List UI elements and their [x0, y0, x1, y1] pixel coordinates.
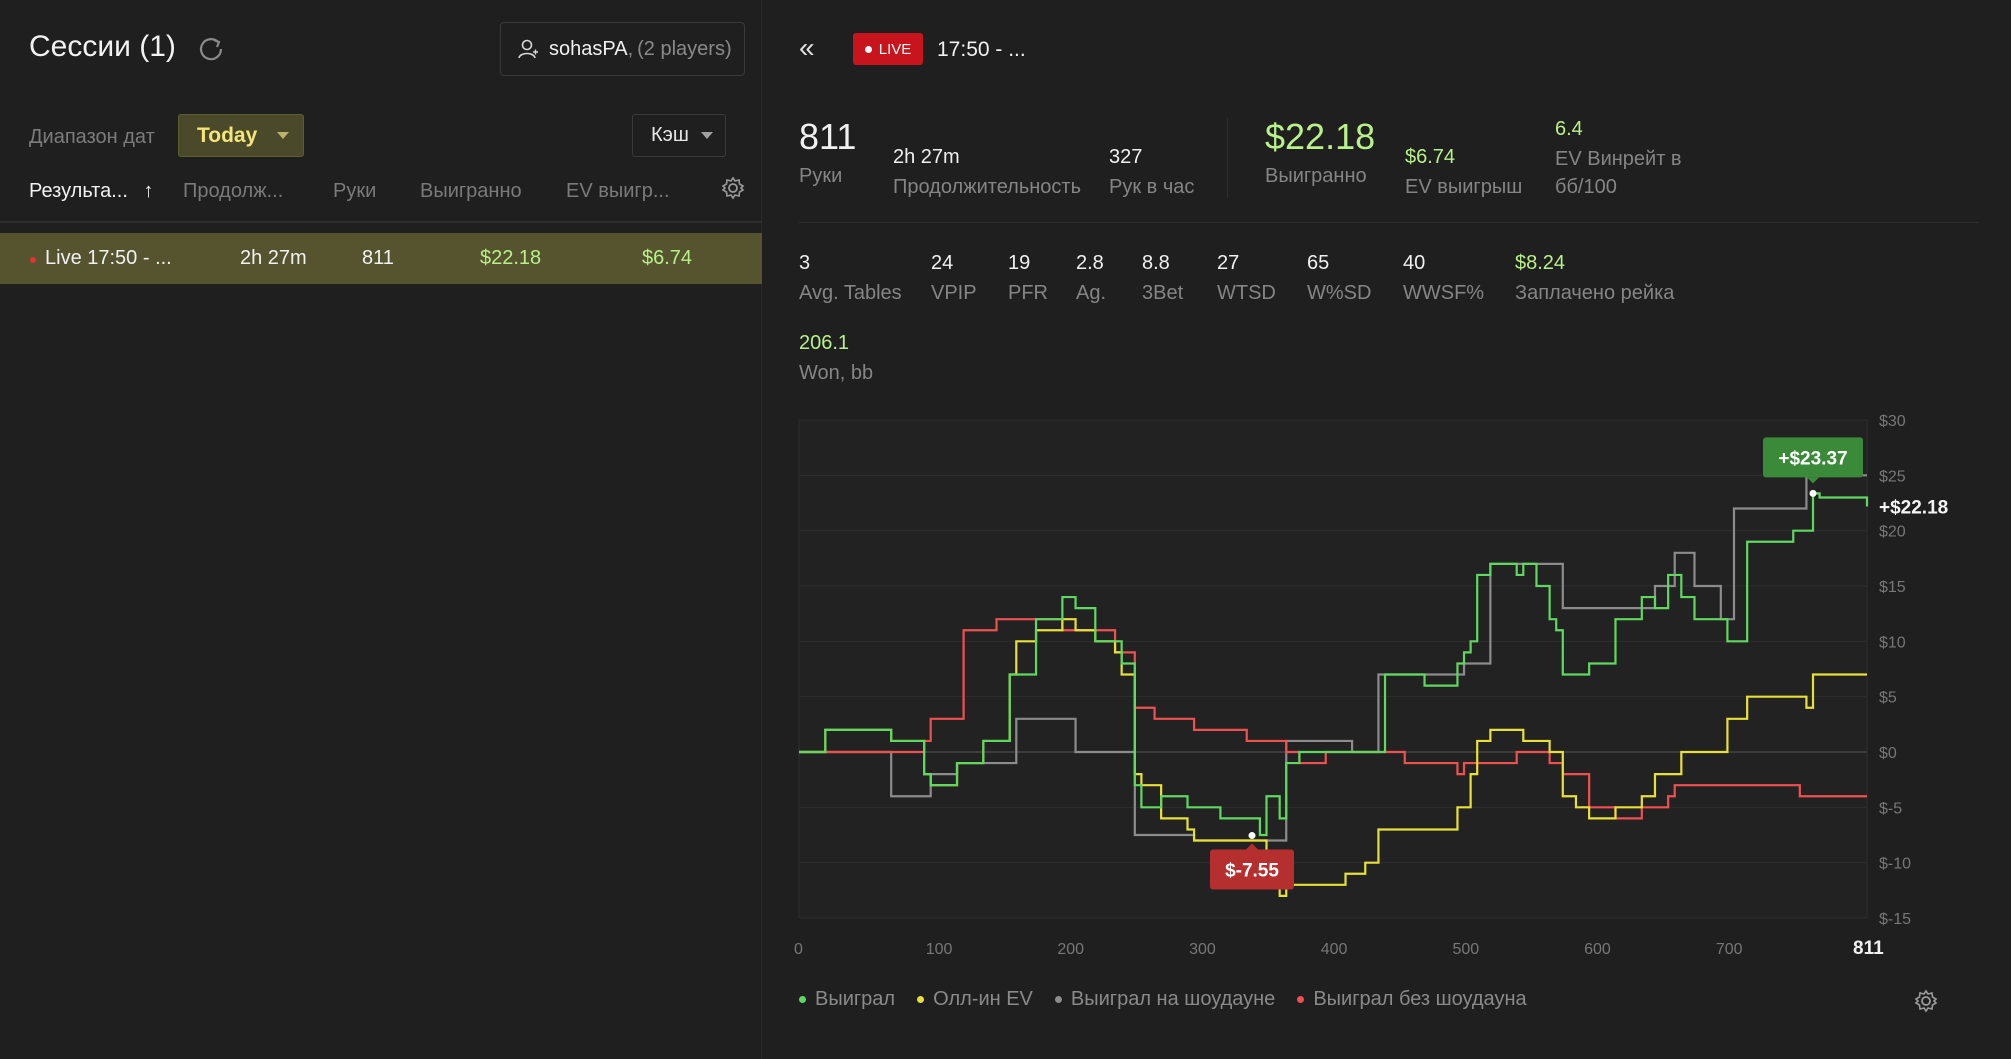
- legend-dot-icon: [799, 996, 806, 1003]
- stat-wwsf: 40 WWSF%: [1403, 252, 1485, 304]
- max-point: [1809, 489, 1817, 497]
- x-tick-label: 300: [1189, 941, 1216, 958]
- live-badge: LIVE: [853, 33, 923, 65]
- series-line: [799, 618, 1867, 897]
- date-range-dropdown[interactable]: Today: [178, 114, 304, 157]
- divider: [799, 222, 1979, 223]
- chevron-down-icon: [700, 132, 713, 139]
- x-tick-label: 811: [1853, 938, 1884, 959]
- player-count: (2 players): [637, 37, 732, 60]
- x-tick-label: 400: [1321, 941, 1348, 958]
- min-point: [1248, 832, 1256, 840]
- live-dot-icon: [864, 45, 872, 53]
- column-header-result[interactable]: Результа... ↑: [29, 180, 154, 202]
- y-tick-label: $-15: [1879, 911, 1911, 928]
- column-header-won[interactable]: Выигранно: [420, 180, 522, 202]
- refresh-icon[interactable]: [196, 34, 226, 64]
- max-label-pointer: [1807, 477, 1820, 484]
- legend-item-won[interactable]: Выиграл: [799, 988, 895, 1011]
- legend-item-allin-ev[interactable]: Олл-ин EV: [917, 988, 1033, 1011]
- y-tick-label: $10: [1879, 634, 1906, 651]
- stat-wsd: 65 W%SD: [1307, 252, 1372, 304]
- user-icon: [517, 38, 539, 60]
- min-label: $-7.55: [1225, 861, 1279, 882]
- y-tick-label: $5: [1879, 690, 1897, 707]
- min-label-pointer: [1246, 843, 1259, 850]
- max-label-box: [1763, 437, 1864, 478]
- row-hands: 811: [362, 247, 394, 269]
- row-duration: 2h 27m: [240, 247, 307, 269]
- stat-rake: $8.24 Заплачено рейка: [1515, 252, 1675, 304]
- row-session: Live 17:50 - ...: [45, 247, 172, 269]
- sessions-panel: Сессии (1) sohasPA, (2 players) Диапазон…: [0, 0, 762, 1059]
- chevron-down-icon: [277, 132, 290, 139]
- stat-ag: 2.8 Ag.: [1076, 252, 1107, 304]
- legend-item-showdown[interactable]: Выиграл на шоудауне: [1054, 988, 1275, 1011]
- stat-duration: 2h 27m Продолжительность: [893, 146, 1081, 198]
- stat-hands: 811 Руки: [799, 116, 857, 187]
- final-value-label: +$22.18: [1879, 498, 1948, 519]
- plot-area: [798, 419, 1868, 919]
- x-tick-label: 500: [1452, 941, 1479, 958]
- legend-dot-icon: [917, 996, 925, 1003]
- y-tick-label: $15: [1879, 579, 1906, 596]
- y-tick-label: $0: [1879, 745, 1897, 762]
- x-tick-label: 0: [794, 941, 803, 958]
- min-label-box: [1210, 849, 1295, 890]
- x-tick-label: 700: [1716, 941, 1743, 958]
- player-selector-button[interactable]: sohasPA, (2 players): [500, 22, 745, 76]
- stat-pfr: 19 PFR: [1008, 252, 1048, 304]
- stat-ev-won: $6.74 EV выигрыш: [1405, 146, 1523, 198]
- date-range-value: Today: [197, 123, 258, 147]
- y-tick-label: $20: [1879, 524, 1906, 541]
- table-row[interactable]: Live 17:50 - ... 2h 27m 811 $22.18 $6.74: [0, 233, 762, 284]
- column-header-ev-won[interactable]: EV выигр...: [566, 180, 670, 202]
- game-type-dropdown[interactable]: Кэш: [632, 114, 726, 157]
- x-tick-label: 600: [1584, 941, 1611, 958]
- player-name: sohasPA: [549, 37, 628, 60]
- date-range-label: Диапазон дат: [29, 126, 155, 148]
- session-title: 17:50 - ...: [937, 38, 1026, 61]
- legend-item-non-showdown[interactable]: Выиграл без шоудауна: [1297, 988, 1527, 1011]
- stat-won: $22.18 Выигранно: [1265, 116, 1376, 187]
- sort-arrow-icon: ↑: [143, 180, 154, 202]
- stat-vpip: 24 VPIP: [931, 252, 977, 304]
- stat-ev-winrate: 6.4 EV Винрейт в бб/100: [1555, 118, 1682, 198]
- max-label: +$23.37: [1778, 448, 1847, 469]
- divider: [0, 221, 762, 223]
- y-tick-label: $-10: [1879, 856, 1911, 873]
- series-line: [799, 618, 1867, 820]
- gear-icon[interactable]: [1913, 988, 1939, 1014]
- chart-legend: Выиграл Олл-ин EV Выиграл на шоудауне Вы…: [799, 988, 1527, 1011]
- y-tick-label: $25: [1879, 468, 1906, 485]
- stat-hands-per-hour: 327 Рук в час: [1109, 146, 1195, 198]
- row-won: $22.18: [480, 247, 542, 269]
- live-indicator-icon: [30, 257, 36, 263]
- series-line: [799, 492, 1869, 837]
- x-tick-label: 100: [926, 941, 953, 958]
- stat-3bet: 8.8 3Bet: [1142, 252, 1184, 304]
- sessions-title: Сессии (1): [29, 30, 176, 63]
- stat-avg-tables: 3 Avg. Tables: [799, 252, 902, 304]
- legend-dot-icon: [1054, 996, 1062, 1003]
- series-line: [799, 474, 1867, 842]
- y-tick-label: $-5: [1879, 800, 1902, 817]
- y-tick-label: $30: [1879, 413, 1906, 430]
- collapse-back-button[interactable]: «: [799, 32, 815, 63]
- gear-icon[interactable]: [720, 175, 746, 201]
- game-type-value: Кэш: [651, 124, 689, 146]
- legend-dot-icon: [1297, 996, 1305, 1003]
- column-header-duration[interactable]: Продолж...: [183, 180, 284, 202]
- row-ev-won: $6.74: [642, 247, 693, 269]
- stat-wtsd: 27 WTSD: [1217, 252, 1276, 304]
- column-header-hands[interactable]: Руки: [333, 180, 377, 202]
- session-detail-panel: « LIVE 17:50 - ... 811 Руки 2h 27m Продолж…: [763, 0, 2011, 1059]
- x-tick-label: 200: [1057, 941, 1084, 958]
- divider: [1227, 118, 1228, 198]
- stat-won-bb: 206.1 Won, bb: [799, 332, 874, 384]
